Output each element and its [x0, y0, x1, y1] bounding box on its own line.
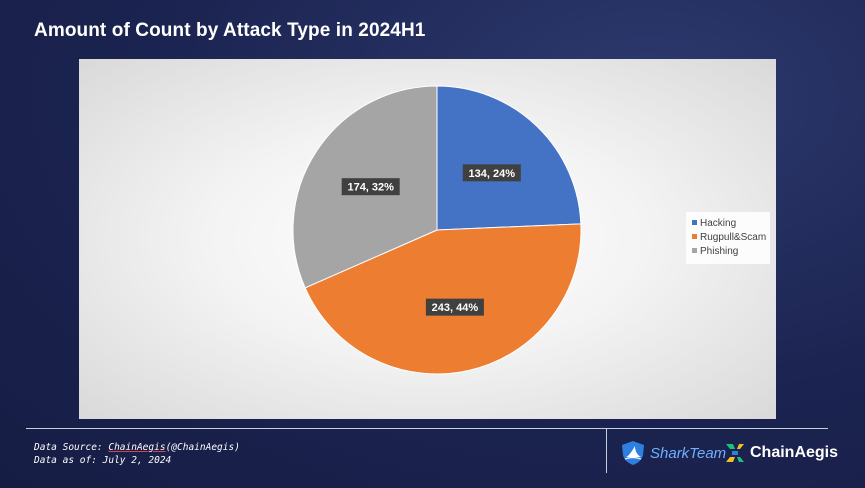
footer-vertical-divider [606, 428, 607, 473]
data-label-bg-hacking [462, 164, 521, 182]
data-label-text-hacking: 134, 24% [469, 168, 516, 180]
data-source-link[interactable]: ChainAegis [108, 442, 166, 453]
data-source-line: Data Source: ChainAegis(@ChainAegis) [34, 442, 240, 453]
chart-area: 134, 24% 243, 44% 174, 32% Hacking Rugpull… [79, 59, 776, 419]
legend-item-rugpull-scam: Rugpull&Scam [692, 231, 766, 245]
chainaegis-name: ChainAegis [750, 444, 839, 461]
data-label-text-phishing: 174, 32% [347, 182, 394, 194]
data-source-prefix: Data Source: [34, 442, 109, 453]
chart-title: Amount of Count by Attack Type in 2024H1 [34, 20, 426, 41]
data-as-of: Data as of: July 2, 2024 [34, 455, 172, 466]
legend-label-rugpull-scam: Rugpull&Scam [700, 232, 767, 243]
data-label-rugpull-scam: 243, 44% [425, 298, 484, 316]
legend-label-phishing: Phishing [700, 246, 739, 257]
legend-swatch-phishing [692, 248, 697, 253]
data-label-bg-phishing [341, 178, 400, 196]
pie-slice-hacking [436, 85, 582, 231]
data-label-text-rugpull-scam: 243, 44% [432, 302, 479, 314]
footer-divider [26, 428, 828, 429]
data-label-phishing: 174, 32% [341, 178, 400, 196]
data-source-suffix: (@ChainAegis) [165, 442, 240, 453]
legend-label-hacking: Hacking [700, 218, 737, 229]
sharkteam-shield-icon [622, 441, 644, 465]
legend-item-phishing: Phishing [692, 245, 738, 259]
legend-item-hacking: Hacking [692, 217, 736, 231]
data-label-bg-rugpull-scam [425, 298, 484, 316]
chainaegis-icon [726, 444, 744, 462]
chainaegis-logo: ChainAegis [724, 440, 838, 466]
pie-chart: 134, 24% 243, 44% 174, 32% [292, 85, 582, 375]
sharkteam-logo: SharkTeam [620, 440, 726, 466]
sharkteam-name: SharkTeam [650, 444, 727, 462]
legend-swatch-hacking [692, 220, 697, 225]
legend: Hacking Rugpull&Scam Phishing [686, 212, 770, 264]
data-label-hacking: 134, 24% [462, 164, 521, 182]
legend-swatch-rugpull-scam [692, 234, 697, 239]
